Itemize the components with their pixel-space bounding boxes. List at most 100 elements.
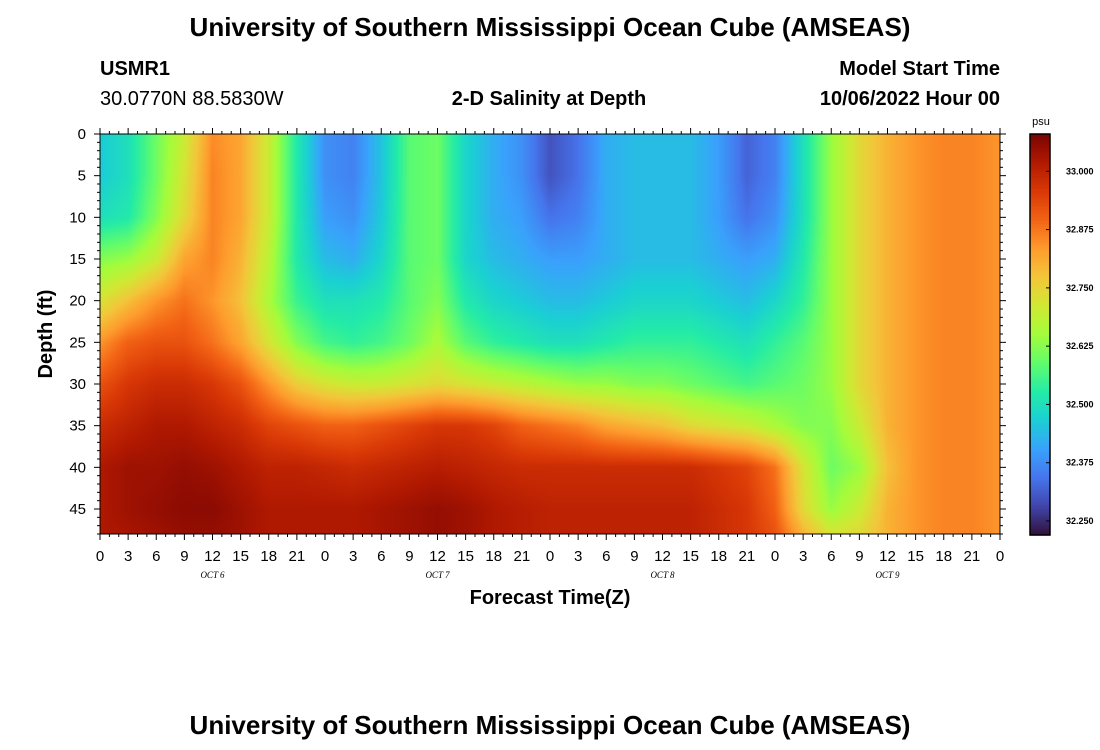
colorbar-swatch	[1030, 499, 1050, 504]
colorbar-swatch	[1030, 209, 1050, 213]
x-tick-label: 18	[935, 548, 952, 565]
colorbar-swatch	[1030, 161, 1050, 165]
colorbar-swatch	[1030, 372, 1050, 376]
colorbar-swatch	[1030, 166, 1050, 170]
colorbar-swatch	[1030, 409, 1050, 413]
colorbar-swatch	[1030, 394, 1050, 398]
x-tick-label: 0	[546, 548, 554, 565]
colorbar-swatch	[1030, 144, 1050, 148]
colorbar-swatch	[1030, 469, 1050, 473]
date-label: OCT 6	[200, 570, 225, 580]
y-tick-label: 15	[69, 251, 86, 268]
x-tick-label: 0	[771, 548, 779, 565]
colorbar-swatch	[1030, 369, 1050, 373]
colorbar-swatch	[1030, 377, 1050, 381]
colorbar-swatch	[1030, 357, 1050, 361]
colorbar-swatch	[1030, 382, 1050, 386]
x-tick-label: 3	[799, 548, 807, 565]
colorbar-swatch	[1030, 429, 1050, 433]
colorbar-swatch	[1030, 174, 1050, 178]
colorbar-swatch	[1030, 251, 1050, 255]
colorbar-swatch	[1030, 424, 1050, 428]
colorbar-swatch	[1030, 482, 1050, 486]
colorbar-swatch	[1030, 139, 1050, 143]
colorbar-swatch	[1030, 484, 1050, 488]
colorbar-swatch	[1030, 279, 1050, 283]
y-tick-label: 25	[69, 334, 86, 351]
colorbar-swatch	[1030, 249, 1050, 253]
colorbar-swatch	[1030, 489, 1050, 493]
colorbar-swatch	[1030, 392, 1050, 396]
colorbar-swatch	[1030, 289, 1050, 293]
colorbar-swatch	[1030, 196, 1050, 200]
station-id: USMR1	[100, 58, 170, 80]
colorbar-swatch	[1030, 136, 1050, 140]
colorbar-swatch	[1030, 509, 1050, 514]
x-tick-label: 12	[654, 548, 671, 565]
colorbar-swatch	[1030, 231, 1050, 235]
colorbar-swatch	[1030, 412, 1050, 416]
colorbar-swatch	[1030, 334, 1050, 338]
colorbar-swatch	[1030, 291, 1050, 295]
colorbar-swatch	[1030, 464, 1050, 468]
colorbar-swatch	[1030, 169, 1050, 173]
colorbar-swatch	[1030, 201, 1050, 205]
plot-title: 2-D Salinity at Depth	[452, 88, 646, 110]
x-tick-label: 18	[260, 548, 277, 565]
x-tick-label: 9	[180, 548, 188, 565]
colorbar-swatch	[1030, 532, 1050, 536]
y-tick-label: 30	[69, 376, 86, 393]
colorbar-tick-label: 32.750	[1066, 283, 1094, 293]
colorbar-swatch	[1030, 487, 1050, 491]
y-tick-label: 40	[69, 459, 86, 476]
colorbar-swatch	[1030, 434, 1050, 438]
date-label: OCT 9	[875, 570, 900, 580]
colorbar-swatch	[1030, 337, 1050, 341]
colorbar-swatch	[1030, 384, 1050, 388]
x-tick-label: 6	[377, 548, 385, 565]
colorbar-swatch	[1030, 339, 1050, 343]
colorbar-swatch	[1030, 432, 1050, 436]
colorbar-swatch	[1030, 316, 1050, 321]
colorbar-swatch	[1030, 211, 1050, 215]
colorbar-swatch	[1030, 299, 1050, 303]
footer-title: University of Southern Mississippi Ocean…	[190, 710, 911, 740]
colorbar-swatch	[1030, 457, 1050, 461]
colorbar-swatch	[1030, 271, 1050, 275]
colorbar-swatch	[1030, 214, 1050, 218]
colorbar-swatch	[1030, 244, 1050, 248]
colorbar-swatch	[1030, 362, 1050, 366]
colorbar-swatch	[1030, 246, 1050, 250]
colorbar-swatch	[1030, 414, 1050, 418]
colorbar-swatch	[1030, 181, 1050, 185]
y-tick-label: 45	[69, 501, 86, 518]
colorbar-swatch	[1030, 447, 1050, 451]
colorbar-swatch	[1030, 422, 1050, 426]
colorbar-swatch	[1030, 454, 1050, 458]
colorbar-swatch	[1030, 399, 1050, 403]
colorbar-swatch	[1030, 286, 1050, 290]
colorbar-swatch	[1030, 364, 1050, 368]
x-tick-label: 18	[485, 548, 502, 565]
colorbar-swatch	[1030, 176, 1050, 180]
colorbar-swatch	[1030, 389, 1050, 393]
y-axis-title: Depth (ft)	[35, 290, 57, 379]
colorbar-swatch	[1030, 314, 1050, 318]
colorbar-swatch	[1030, 229, 1050, 233]
x-tick-label: 21	[514, 548, 531, 565]
colorbar-swatch	[1030, 236, 1050, 240]
colorbar-swatch	[1030, 404, 1050, 408]
colorbar-swatch	[1030, 512, 1050, 516]
colorbar-swatch	[1030, 329, 1050, 333]
colorbar-swatch	[1030, 444, 1050, 448]
x-axis: 0 3 6 9 12 15 18 21 0 3 6 9 12 15 18 21 0 3 6 9 12 15 18 21 0 3 6 9…	[96, 128, 1004, 565]
colorbar-tick-label: 32.500	[1066, 399, 1094, 409]
y-tick-label: 20	[69, 293, 86, 310]
colorbar-swatch	[1030, 459, 1050, 463]
salinity-heatmap	[100, 134, 1000, 534]
colorbar-swatch	[1030, 296, 1050, 301]
colorbar-swatch	[1030, 219, 1050, 223]
colorbar-swatch	[1030, 254, 1050, 258]
model-start-label: Model Start Time	[839, 58, 1000, 80]
colorbar-swatch	[1030, 354, 1050, 358]
